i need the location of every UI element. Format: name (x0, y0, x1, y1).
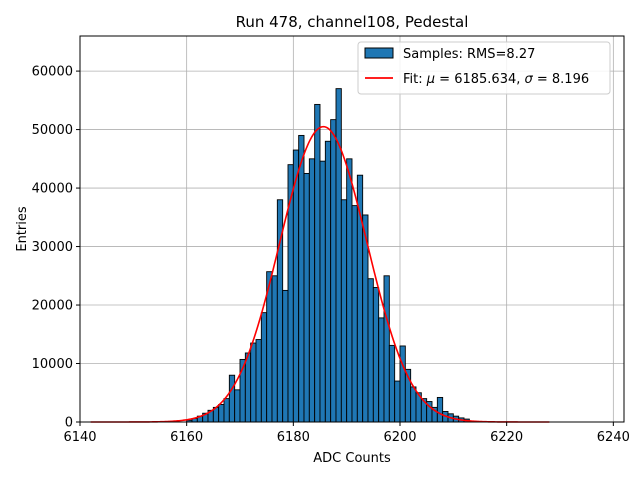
histogram-bar (255, 339, 262, 423)
legend-box (357, 41, 611, 95)
y-tick-label: 40000 (32, 182, 73, 197)
histogram-bars (186, 88, 470, 423)
histogram-bar (292, 149, 300, 423)
y-tick-label: 10000 (32, 357, 73, 372)
histogram-bar (383, 275, 390, 423)
histogram-bar (271, 275, 278, 423)
x-tick-label: 6200 (383, 430, 416, 445)
legend-fit-sigma-value: = 8.196 (533, 72, 589, 87)
histogram-bar (250, 342, 257, 423)
y-tick-label: 20000 (32, 299, 73, 314)
y-tick-label: 30000 (32, 240, 73, 255)
histogram-bar (367, 278, 374, 423)
histogram-bar (346, 158, 353, 423)
histogram-bar (378, 317, 385, 423)
histogram-bar (394, 380, 401, 423)
histogram-bar (351, 205, 358, 423)
histogram-bar (319, 160, 326, 423)
histogram-bar (298, 134, 305, 423)
y-tick-label: 50000 (32, 123, 73, 138)
chart-title: Run 478, channel108, Pedestal (236, 13, 469, 31)
histogram-bar (314, 103, 321, 423)
histogram-bar (234, 389, 241, 423)
legend-swatch-samples (364, 47, 394, 59)
histogram-bar (223, 398, 230, 423)
y-axis-label: Entries (15, 206, 30, 252)
y-tick-label: 0 (65, 416, 73, 431)
legend-fit-mu-symbol: μ (426, 72, 435, 87)
histogram-bar (330, 119, 337, 423)
histogram-bar (228, 374, 236, 423)
legend-fit-prefix: Fit: (403, 72, 427, 87)
histogram-bar (372, 287, 380, 423)
histogram-bar (260, 312, 268, 423)
legend-label-fit: Fit: μ = 6185.634, σ = 8.196 (403, 72, 589, 87)
histogram-bar (436, 396, 444, 423)
histogram-bar (308, 158, 316, 423)
axis-ticks: 6140 6160 6180 6200 6220 6240 0 10000 20000 30000… (32, 65, 630, 445)
histogram-bar (282, 289, 289, 423)
legend: Samples: RMS=8.27 Fit: μ = 6185.634, σ =… (357, 41, 611, 95)
histogram-bar (303, 172, 310, 423)
x-tick-label: 6240 (597, 430, 630, 445)
histogram-bar (324, 140, 332, 423)
histogram-bar (218, 404, 225, 423)
x-tick-label: 6160 (170, 430, 203, 445)
legend-label-samples: Samples: RMS=8.27 (403, 47, 535, 62)
histogram-bar (388, 344, 396, 423)
histogram-bar (244, 352, 252, 423)
x-tick-label: 6220 (490, 430, 523, 445)
legend-fit-mu-value: = 6185.634, (435, 72, 524, 87)
x-tick-label: 6140 (63, 430, 96, 445)
x-tick-label: 6180 (277, 430, 310, 445)
histogram-bar (410, 386, 417, 423)
histogram-bar (340, 199, 348, 423)
legend-fit-sigma-symbol: σ (525, 72, 534, 87)
plot-frame (79, 35, 625, 423)
histogram-bar (399, 345, 406, 423)
x-axis-label: ADC Counts (313, 451, 391, 466)
y-tick-label: 60000 (32, 65, 73, 80)
